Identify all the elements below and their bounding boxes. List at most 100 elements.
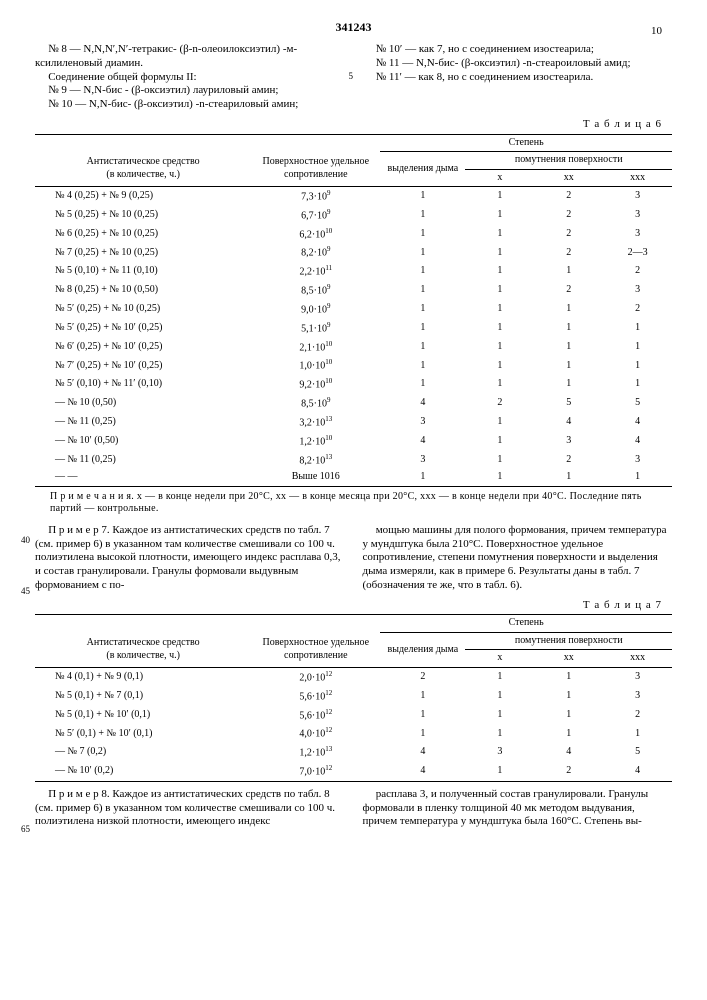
cell-x: 1 [465,338,534,357]
table-row: № 5′ (0,25) + № 10′ (0,25)5,1·1091111 [35,319,672,338]
text-line: № 9 — N,N-бис - (β-оксиэтил) лауриловый … [35,84,345,98]
th-smoke: выделения дыма [380,152,465,187]
cell-xx: 2 [534,225,603,244]
cell-xxx: 5 [603,743,672,762]
table-row: — № 11 (0,25)8,2·10133123 [35,451,672,470]
th-degree: Степень [380,615,672,633]
table-row: — № 10 (0,50)8,5·1094255 [35,394,672,413]
doc-number: 341243 [35,20,672,35]
example8-right-text: расплава 3, и полученный состав гранулир… [363,788,673,829]
example8-right: 65 расплава 3, и полученный состав грану… [363,788,673,829]
table-row: № 5′ (0,25) + № 10 (0,25)9,0·1091112 [35,300,672,319]
cell-x: 1 [465,413,534,432]
table-row: № 5 (0,1) + № 7 (0,1)5,6·10121113 [35,687,672,706]
cell-smoke: 1 [380,687,465,706]
cell-agent: № 5 (0,25) + № 10 (0,25) [35,206,251,225]
intro-left-column: № 8 — N,N,N′,N′-тетракис- (β-n-олеоилокс… [35,43,345,112]
cell-xxx: 2 [603,706,672,725]
table-row: № 7′ (0,25) + № 10′ (0,25)1,0·10101111 [35,356,672,375]
line-number: 65 [21,824,30,835]
cell-agent: № 7′ (0,25) + № 10′ (0,25) [35,356,251,375]
th-smoke: выделения дыма [380,632,465,667]
cell-resist: 2,1·1010 [251,338,380,357]
cell-agent: № 5′ (0,25) + № 10 (0,25) [35,300,251,319]
cell-xxx: 1 [603,356,672,375]
cell-xxx: 3 [603,206,672,225]
cell-resist: 8,2·1013 [251,451,380,470]
table-row: № 8 (0,25) + № 10 (0,50)8,5·1091123 [35,281,672,300]
cell-xxx: 3 [603,281,672,300]
cell-xx: 2 [534,451,603,470]
cell-xx: 1 [534,319,603,338]
cell-x: 1 [465,451,534,470]
cell-smoke: 4 [380,394,465,413]
example8-left-text: П р и м е р 8. Каждое из антистатических… [35,788,345,829]
cell-xxx: 1 [603,338,672,357]
cell-x: 3 [465,743,534,762]
cell-smoke: 1 [380,225,465,244]
cell-resist: 7,0·1012 [251,762,380,781]
page-number-right: 10 [651,25,662,39]
th-agent: Антистатическое средство [87,637,200,648]
cell-x: 1 [465,706,534,725]
cell-resist: 6,2·1010 [251,225,380,244]
table-7: Степень Антистатическое средство (в коли… [35,614,672,781]
cell-x: 1 [465,187,534,206]
table-row: № 6′ (0,25) + № 10′ (0,25)2,1·10101111 [35,338,672,357]
cell-x: 1 [465,262,534,281]
cell-resist: 9,2·1010 [251,375,380,394]
cell-x: 2 [465,394,534,413]
cell-xxx: 4 [603,432,672,451]
cell-agent: — № 10 (0,50) [35,394,251,413]
table-row: — № 10′ (0,2)7,0·10124124 [35,762,672,781]
cell-resist: 8,2·109 [251,243,380,262]
cell-smoke: 1 [380,243,465,262]
cell-smoke: 1 [380,319,465,338]
cell-smoke: 1 [380,375,465,394]
cell-xxx: 1 [603,375,672,394]
table6-note: П р и м е ч а н и я. x — в конце недели … [50,491,672,516]
cell-xxx: 4 [603,762,672,781]
cell-agent: № 5′ (0,1) + № 10′ (0,1) [35,724,251,743]
cell-agent: № 5 (0,1) + № 10′ (0,1) [35,706,251,725]
cell-x: 1 [465,225,534,244]
cell-xxx: 2—3 [603,243,672,262]
example7-right-text: мощью машины для полого формования, прич… [363,524,673,593]
table-row: № 5 (0,10) + № 11 (0,10)2,2·10111112 [35,262,672,281]
th-x: x [465,169,534,187]
cell-agent: № 7 (0,25) + № 10 (0,25) [35,243,251,262]
cell-xx: 1 [534,338,603,357]
cell-xx: 1 [534,706,603,725]
cell-agent: № 5 (0,10) + № 11 (0,10) [35,262,251,281]
cell-xx: 5 [534,394,603,413]
cell-xxx: 2 [603,262,672,281]
cell-smoke: 1 [380,262,465,281]
table-row: № 5 (0,1) + № 10′ (0,1)5,6·10121112 [35,706,672,725]
cell-agent: № 5 (0,1) + № 7 (0,1) [35,687,251,706]
cell-smoke: 4 [380,743,465,762]
text-line: Соединение общей формулы II: [35,71,345,85]
cell-agent: — № 11 (0,25) [35,451,251,470]
cell-resist: 8,5·109 [251,281,380,300]
th-resist: Поверхностное удельное сопротивление [251,632,380,667]
table-row: № 7 (0,25) + № 10 (0,25)8,2·1091122—3 [35,243,672,262]
cell-resist: 8,5·109 [251,394,380,413]
cell-xxx: 3 [603,451,672,470]
cell-smoke: 1 [380,469,465,486]
cell-resist: 3,2·1013 [251,413,380,432]
cell-xxx: 4 [603,413,672,432]
cell-xx: 1 [534,300,603,319]
th-agent: Антистатическое средство [87,156,200,167]
cell-agent: — № 7 (0,2) [35,743,251,762]
cell-resist: 1,0·1010 [251,356,380,375]
cell-agent: № 6′ (0,25) + № 10′ (0,25) [35,338,251,357]
th-haze: помутнения поверхности [465,632,672,650]
cell-x: 1 [465,300,534,319]
cell-x: 1 [465,687,534,706]
cell-agent: — № 10′ (0,50) [35,432,251,451]
cell-xxx: 5 [603,394,672,413]
cell-xx: 4 [534,413,603,432]
cell-x: 1 [465,375,534,394]
cell-agent: № 5′ (0,25) + № 10′ (0,25) [35,319,251,338]
example7-left-text: П р и м е р 7. Каждое из антистатических… [35,524,345,593]
